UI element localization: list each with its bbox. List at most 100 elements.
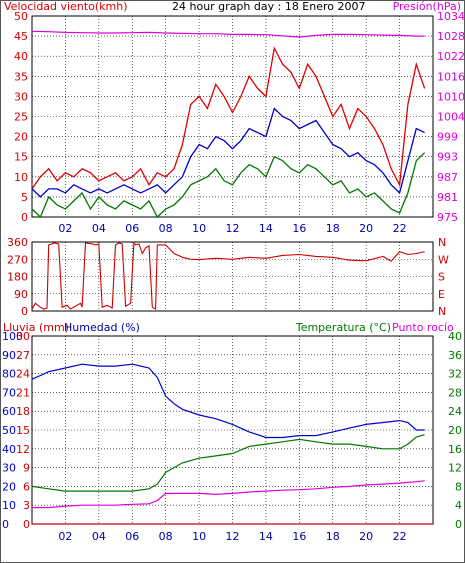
humidity-axis-label: Humedad (%) xyxy=(64,321,140,334)
pressure-y-tick: 1004 xyxy=(437,111,465,124)
wind-y-tick: 0 xyxy=(21,211,28,224)
wind-x-tick: 02 xyxy=(58,222,72,235)
wind-y-tick: 50 xyxy=(14,10,28,23)
series-wind_base xyxy=(31,152,426,219)
pressure-y-tick: 1028 xyxy=(437,30,465,43)
rain-y-tick: 18 xyxy=(16,405,30,418)
rain-y-tick: 6 xyxy=(23,480,30,493)
chart-title: 24 hour graph day : 18 Enero 2007 xyxy=(172,0,366,13)
humidity-y-tick: 60 xyxy=(2,405,16,418)
wind-y-tick: 35 xyxy=(14,70,28,83)
series-wind_dir xyxy=(31,241,425,311)
wind-y-tick: 40 xyxy=(14,50,28,63)
wind-x-tick: 16 xyxy=(292,222,306,235)
weather-x-tick: 20 xyxy=(359,530,373,543)
rain-y-tick: 15 xyxy=(16,424,30,437)
humidity-y-tick: 30 xyxy=(2,462,16,475)
wind-x-tick: 10 xyxy=(192,222,206,235)
wind-x-tick: 22 xyxy=(393,222,407,235)
pressure-y-tick: 975 xyxy=(437,211,458,224)
series-wind_gust xyxy=(31,46,426,190)
humidity-y-tick: 80 xyxy=(2,368,16,381)
series-dewpoint xyxy=(32,480,425,509)
humidity-y-tick: 40 xyxy=(2,443,16,456)
series-layer xyxy=(31,30,433,525)
weather-x-tick: 02 xyxy=(58,530,72,543)
pressure-y-tick: 999 xyxy=(437,131,458,144)
rain-y-tick: 3 xyxy=(23,499,30,512)
series-temperature xyxy=(31,434,425,492)
series-wind_avg xyxy=(31,107,425,198)
rain-y-tick: 21 xyxy=(16,386,30,399)
weather-x-tick: 04 xyxy=(92,530,106,543)
humidity-y-tick: 90 xyxy=(2,349,16,362)
weather-x-tick: 18 xyxy=(326,530,340,543)
pressure-y-tick: 1010 xyxy=(437,90,465,103)
pressure-y-tick: 1022 xyxy=(437,50,465,63)
wind-x-tick: 08 xyxy=(159,222,173,235)
temperature-axis-label: Temperatura (°C) xyxy=(295,321,391,334)
rain-y-tick: 9 xyxy=(23,462,30,475)
pressure-y-tick: 981 xyxy=(437,191,458,204)
weather-x-tick: 06 xyxy=(125,530,139,543)
temperature-y-tick: 36 xyxy=(448,349,462,362)
temperature-y-tick: 12 xyxy=(448,462,462,475)
pressure-axis-label: Presión(hPa) xyxy=(393,0,461,13)
pressure-y-tick: 1016 xyxy=(437,70,465,83)
compass-letter: N xyxy=(438,305,446,318)
wind-x-tick: 18 xyxy=(326,222,340,235)
humidity-y-tick: 20 xyxy=(2,480,16,493)
rain-y-tick: 30 xyxy=(16,330,30,343)
wind-y-tick: 15 xyxy=(14,151,28,164)
humidity-y-tick: 100 xyxy=(2,330,23,343)
weather-x-tick: 16 xyxy=(292,530,306,543)
humidity-y-tick: 0 xyxy=(2,518,9,531)
compass-letter: E xyxy=(438,288,445,301)
wind-x-tick: 12 xyxy=(226,222,240,235)
humidity-y-tick: 50 xyxy=(2,424,16,437)
weather-x-tick: 10 xyxy=(192,530,206,543)
weather-x-tick: 12 xyxy=(226,530,240,543)
rain-axis-label: Lluvia (mm) xyxy=(3,321,69,334)
rain-y-tick: 24 xyxy=(16,368,30,381)
temperature-y-tick: 20 xyxy=(448,424,462,437)
weather-x-tick: 14 xyxy=(259,530,273,543)
rain-y-tick: 0 xyxy=(23,518,30,531)
temperature-y-tick: 16 xyxy=(448,443,462,456)
direction-y-tick: 360 xyxy=(7,236,28,249)
weather-x-tick: 08 xyxy=(159,530,173,543)
wind-x-tick: 04 xyxy=(92,222,106,235)
series-pressure xyxy=(31,30,425,38)
wind-y-tick: 20 xyxy=(14,131,28,144)
dewpoint-axis-label: Punto rocío xyxy=(392,321,454,334)
pressure-y-tick: 993 xyxy=(437,151,458,164)
temperature-y-tick: 32 xyxy=(448,368,462,381)
series-humidity xyxy=(31,363,425,439)
humidity-y-tick: 70 xyxy=(2,386,16,399)
temperature-y-tick: 8 xyxy=(455,480,462,493)
compass-letter: W xyxy=(438,253,449,266)
temperature-y-tick: 0 xyxy=(455,518,462,531)
direction-y-tick: 0 xyxy=(21,305,28,318)
wind-y-tick: 5 xyxy=(21,191,28,204)
rain-y-tick: 12 xyxy=(16,443,30,456)
compass-letter: N xyxy=(438,236,446,249)
temperature-y-tick: 40 xyxy=(448,330,462,343)
temperature-y-tick: 24 xyxy=(448,405,462,418)
humidity-y-tick: 10 xyxy=(2,499,16,512)
temperature-y-tick: 28 xyxy=(448,386,462,399)
wind-axis-label: Velocidad viento(kmh) xyxy=(4,0,128,13)
wind-x-tick: 20 xyxy=(359,222,373,235)
direction-y-tick: 90 xyxy=(14,288,28,301)
wind-y-tick: 25 xyxy=(14,111,28,124)
weather-x-tick: 22 xyxy=(393,530,407,543)
wind-y-tick: 30 xyxy=(14,90,28,103)
temperature-y-tick: 4 xyxy=(455,499,462,512)
compass-letter: S xyxy=(438,271,445,284)
wind-y-tick: 45 xyxy=(14,30,28,43)
tick-label-layer: 0510152025303540455097598198799399910041… xyxy=(2,10,465,543)
pressure-y-tick: 987 xyxy=(437,171,458,184)
direction-y-tick: 180 xyxy=(7,271,28,284)
